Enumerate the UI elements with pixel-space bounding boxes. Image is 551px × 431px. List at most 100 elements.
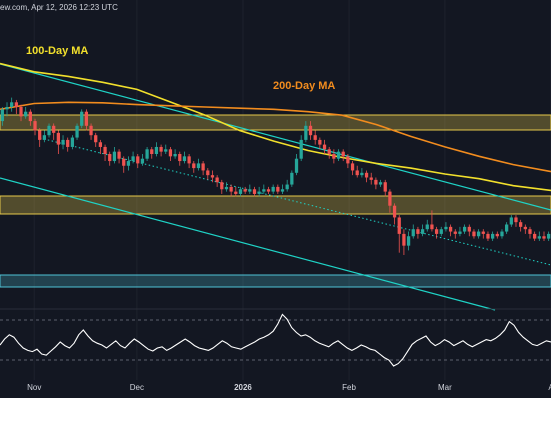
chart-area: Nov Dec 2026 Feb Mar A ew.com, Apr 12, 2026 1… — [0, 0, 551, 398]
candle-body — [537, 236, 541, 239]
candle-body — [238, 189, 243, 194]
candle-body — [154, 146, 159, 154]
candle-body — [327, 149, 331, 154]
candle-body — [75, 125, 79, 138]
candle-body — [462, 226, 467, 232]
candle-body — [196, 163, 201, 169]
candle-body — [271, 186, 275, 192]
candle-body — [486, 233, 490, 239]
grid — [33, 0, 551, 380]
resistance-zone-lower — [0, 195, 551, 215]
candle-body — [285, 184, 289, 190]
candle-body — [388, 191, 392, 206]
candle-body — [66, 139, 70, 147]
candle-body — [425, 224, 429, 230]
candle-body — [248, 189, 252, 192]
candle-body — [266, 189, 271, 192]
candle-body — [406, 236, 411, 246]
candle-body — [276, 186, 280, 192]
candle-body — [173, 154, 177, 157]
candle-body — [168, 149, 173, 157]
channel-lower-line — [0, 177, 496, 311]
oscillator-line — [0, 313, 551, 367]
candle-body — [332, 154, 336, 159]
candle-body — [5, 107, 9, 110]
candle-body — [369, 177, 373, 180]
channel-upper-line — [0, 63, 551, 211]
candle-body — [304, 125, 308, 140]
candle-body — [178, 154, 182, 162]
series-line-ma100 — [0, 62, 551, 192]
candle-body — [210, 175, 215, 178]
candle-body — [131, 156, 135, 162]
candle-body — [505, 224, 509, 232]
candle-body — [378, 182, 383, 185]
candle-body — [182, 156, 187, 162]
candle-body — [257, 191, 261, 194]
candle-body — [290, 172, 294, 185]
candle-body — [14, 102, 18, 107]
candle-body — [392, 205, 397, 218]
candle-body — [136, 156, 140, 164]
candle-body — [224, 186, 229, 190]
ma100-label: 100-Day MA — [26, 45, 89, 57]
candle-body — [533, 233, 537, 239]
candle-body — [220, 182, 224, 190]
candle-body — [318, 139, 322, 145]
resistance-zone-upper — [0, 114, 551, 131]
candle-body — [341, 151, 345, 157]
candle-body — [145, 149, 149, 159]
support-zone — [0, 274, 551, 288]
x-tick-label: Nov — [27, 383, 41, 392]
candle-body — [243, 189, 247, 192]
candle-body — [61, 139, 65, 145]
candle-body — [313, 135, 317, 140]
candle-body — [542, 236, 546, 239]
candle-body — [397, 217, 401, 234]
candle-body — [19, 107, 23, 117]
candle-body — [206, 170, 210, 176]
candle-body — [112, 151, 117, 162]
ma200-label: 200-Day MA — [273, 80, 336, 92]
candle-body — [126, 161, 131, 166]
candle-body — [24, 111, 28, 117]
candle-body — [89, 125, 93, 136]
candle-body — [416, 229, 420, 234]
x-tick-label: 2026 — [234, 383, 252, 392]
candle-body — [383, 182, 387, 192]
candle-body — [150, 149, 154, 154]
candle-body — [108, 154, 112, 162]
candle-body — [103, 146, 107, 154]
candle-body — [164, 149, 168, 152]
header-text: ew.com, Apr 12, 2026 12:23 UTC — [0, 3, 118, 12]
candle-body — [10, 102, 14, 107]
candle-body — [70, 137, 75, 147]
candle-body — [439, 229, 443, 234]
candle-body — [140, 158, 145, 164]
candle-body — [448, 226, 453, 232]
candle-body — [514, 217, 518, 223]
candle-body — [458, 231, 462, 234]
candle-body — [84, 111, 89, 126]
candles — [0, 97, 551, 256]
candle-body — [47, 125, 51, 136]
candle-body — [215, 177, 219, 183]
candle-body — [350, 163, 355, 171]
candle-body — [80, 111, 84, 126]
candle-body — [280, 189, 285, 192]
candle-body — [411, 229, 415, 237]
candle-body — [476, 231, 481, 237]
candle-body — [495, 233, 499, 237]
candle-body — [509, 217, 513, 225]
candle-body — [201, 163, 205, 171]
candle-body — [122, 158, 126, 166]
candle-body — [294, 158, 299, 173]
x-axis: Nov Dec 2026 Feb Mar A — [27, 383, 551, 392]
candle-body — [262, 189, 266, 192]
candle-body — [192, 163, 196, 169]
candle-body — [94, 135, 98, 143]
series-line-ma200 — [0, 101, 551, 173]
candle-body — [38, 130, 42, 140]
candle-body — [322, 144, 327, 150]
x-tick-label: A — [548, 383, 551, 392]
